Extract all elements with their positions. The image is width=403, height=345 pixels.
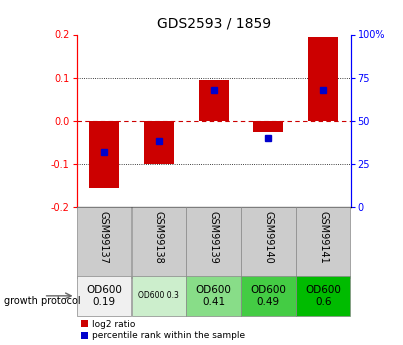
Bar (77, 276, 131, 316)
Bar (241, 276, 296, 316)
Text: GSM99141: GSM99141 (318, 210, 328, 263)
Bar (296, 276, 351, 316)
Bar (131, 276, 186, 316)
Bar (144, 121, 174, 164)
Bar (89, 121, 119, 188)
Bar (77, 207, 131, 278)
Text: OD600
0.19: OD600 0.19 (86, 285, 122, 307)
Bar (241, 207, 296, 278)
Bar (308, 37, 338, 121)
Bar (186, 276, 241, 316)
Text: growth protocol: growth protocol (4, 296, 81, 306)
Text: OD600 0.3: OD600 0.3 (138, 291, 179, 300)
Text: GSM99138: GSM99138 (154, 210, 164, 263)
Text: OD600
0.6: OD600 0.6 (305, 285, 341, 307)
Text: OD600
0.41: OD600 0.41 (195, 285, 232, 307)
Bar (296, 207, 351, 278)
Bar (186, 207, 241, 278)
Bar (131, 207, 186, 278)
Legend: log2 ratio, percentile rank within the sample: log2 ratio, percentile rank within the s… (81, 320, 245, 341)
Text: GSM99139: GSM99139 (209, 210, 218, 263)
Bar (253, 121, 283, 131)
Text: GSM99140: GSM99140 (264, 210, 273, 263)
Text: OD600
0.49: OD600 0.49 (250, 285, 287, 307)
Title: GDS2593 / 1859: GDS2593 / 1859 (156, 17, 271, 31)
Bar (199, 80, 229, 121)
Text: GSM99137: GSM99137 (99, 210, 109, 264)
